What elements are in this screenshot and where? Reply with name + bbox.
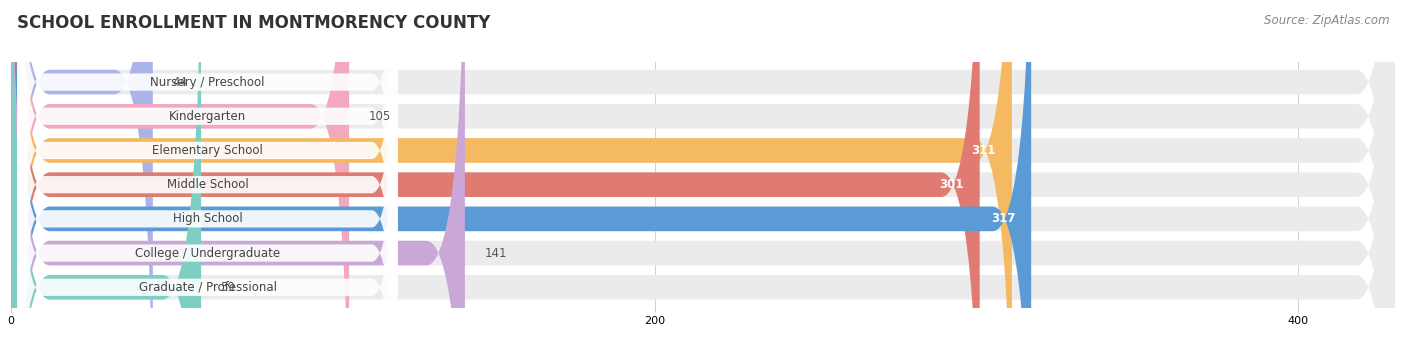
- FancyBboxPatch shape: [18, 0, 398, 342]
- Text: SCHOOL ENROLLMENT IN MONTMORENCY COUNTY: SCHOOL ENROLLMENT IN MONTMORENCY COUNTY: [17, 14, 491, 32]
- FancyBboxPatch shape: [11, 0, 1395, 342]
- Text: Middle School: Middle School: [167, 178, 249, 191]
- FancyBboxPatch shape: [18, 0, 398, 342]
- FancyBboxPatch shape: [11, 0, 465, 342]
- FancyBboxPatch shape: [11, 0, 1012, 342]
- Text: 44: 44: [172, 76, 187, 89]
- FancyBboxPatch shape: [11, 0, 1395, 342]
- FancyBboxPatch shape: [18, 0, 398, 342]
- FancyBboxPatch shape: [11, 0, 1395, 342]
- Text: 301: 301: [939, 178, 963, 191]
- Text: 311: 311: [972, 144, 995, 157]
- FancyBboxPatch shape: [11, 0, 1395, 342]
- Text: 59: 59: [221, 281, 235, 294]
- Text: 317: 317: [991, 212, 1015, 225]
- Text: 141: 141: [484, 247, 506, 260]
- FancyBboxPatch shape: [11, 0, 1395, 342]
- FancyBboxPatch shape: [11, 0, 1395, 342]
- Text: High School: High School: [173, 212, 242, 225]
- FancyBboxPatch shape: [18, 0, 398, 342]
- Text: Elementary School: Elementary School: [152, 144, 263, 157]
- FancyBboxPatch shape: [11, 0, 1031, 342]
- FancyBboxPatch shape: [18, 0, 398, 342]
- FancyBboxPatch shape: [11, 0, 153, 342]
- Text: 105: 105: [368, 110, 391, 123]
- FancyBboxPatch shape: [11, 0, 980, 342]
- FancyBboxPatch shape: [18, 22, 398, 342]
- Text: College / Undergraduate: College / Undergraduate: [135, 247, 280, 260]
- FancyBboxPatch shape: [11, 0, 349, 342]
- FancyBboxPatch shape: [11, 0, 1395, 342]
- Text: Nursery / Preschool: Nursery / Preschool: [150, 76, 264, 89]
- Text: Source: ZipAtlas.com: Source: ZipAtlas.com: [1264, 14, 1389, 27]
- Text: Graduate / Professional: Graduate / Professional: [139, 281, 277, 294]
- Text: Kindergarten: Kindergarten: [169, 110, 246, 123]
- FancyBboxPatch shape: [18, 0, 398, 342]
- FancyBboxPatch shape: [11, 0, 201, 342]
